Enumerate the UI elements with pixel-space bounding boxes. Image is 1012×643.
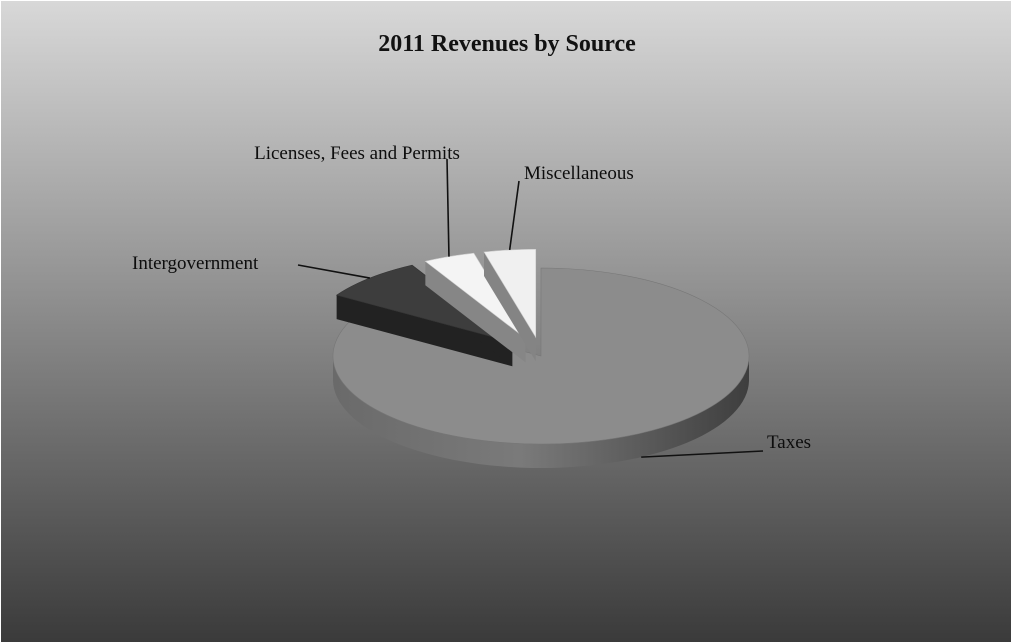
slice-top-licenses-fees-and-permits [424, 252, 526, 339]
slice-rim-taxes-0 [333, 356, 749, 468]
slice-top-taxes [332, 267, 750, 445]
slice-top-intergovernment [335, 264, 513, 343]
slice-label-taxes: Taxes [767, 432, 812, 453]
leader-line-miscellaneous [508, 180, 520, 251]
slice-label-miscellaneous: Miscellaneous [524, 163, 634, 184]
slice-wall-intergovernment-0 [336, 295, 513, 367]
leader-line-taxes [641, 450, 764, 458]
slice-wall-miscellaneous-0 [484, 252, 536, 362]
leader-line-licenses-fees-and-permits [446, 158, 450, 257]
leader-line-intergovernment [297, 264, 371, 279]
chart-title: 2011 Revenues by Source [378, 31, 636, 57]
slice-miscellaneous [483, 248, 537, 362]
slice-top-miscellaneous [483, 248, 537, 339]
slice-wall-licenses-fees-and-permits-0 [425, 261, 526, 363]
slice-label-licenses-fees-permits: Licenses, Fees and Permits [254, 143, 460, 164]
slice-label-intergovernment: Intergovernment [132, 253, 259, 274]
